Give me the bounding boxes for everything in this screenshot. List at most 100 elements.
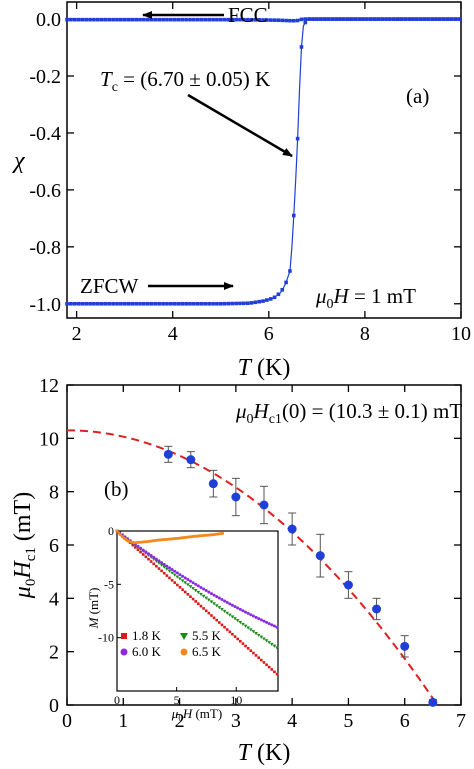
inset-data-point xyxy=(151,557,156,561)
panel-a-data-point xyxy=(134,301,138,306)
panel-a-data-point xyxy=(357,17,361,21)
panel-a-data-point xyxy=(453,17,458,21)
inset-data-point xyxy=(204,589,208,593)
hc1-annotation: μ0Hc1(0) = (10.3 ± 0.1) mT xyxy=(235,399,462,427)
inset-data-point xyxy=(202,607,205,610)
panel-a-data-point xyxy=(72,301,77,306)
data-point xyxy=(343,580,353,590)
panel-a-data-point xyxy=(111,301,115,306)
inset-data-point xyxy=(220,623,224,627)
panel-a-data-point xyxy=(126,301,131,306)
inset-data-point xyxy=(172,573,177,577)
tc-annotation: Tc = (6.70 ± 0.05) K xyxy=(100,67,270,95)
inset-data-point xyxy=(152,555,156,559)
panel-a-data-point xyxy=(165,301,169,306)
inset-y-tick-label: -10 xyxy=(98,631,114,645)
inset-data-point xyxy=(134,546,137,549)
inset-data-point xyxy=(207,611,211,615)
inset-data-point xyxy=(170,568,174,572)
inset-data-point xyxy=(235,619,240,623)
panel-a-data-point xyxy=(218,17,223,22)
field-annotation: μ0H = 1 mT xyxy=(315,284,416,312)
inset-data-point xyxy=(196,590,201,595)
inset-data-point xyxy=(117,531,121,535)
inset-data-point xyxy=(225,628,229,631)
inset-data-point xyxy=(165,574,169,577)
inset-data-point xyxy=(141,553,145,556)
panel-a-data-point xyxy=(226,301,231,306)
inset-x-axis-title: μ0H (mT) xyxy=(171,706,222,723)
panel-a-series-line xyxy=(67,18,461,305)
inset-data-point xyxy=(254,615,258,619)
inset-data-point xyxy=(199,592,203,597)
panel-a-data-point xyxy=(380,17,384,21)
panel-a-data-point xyxy=(272,295,277,300)
panel-a-data-point xyxy=(215,301,219,306)
inset-data-point xyxy=(199,604,203,608)
inset-frame xyxy=(116,530,279,692)
panel-a-x-tick-label: 6 xyxy=(264,323,274,345)
panel-a-data-point xyxy=(322,17,327,21)
inset-data-point xyxy=(228,613,232,617)
inset-data-point xyxy=(238,620,243,625)
panel-a-data-point xyxy=(361,17,365,21)
inset-data-point xyxy=(275,646,279,650)
panel-a-data-point xyxy=(257,18,261,22)
panel-a-data-point xyxy=(303,20,308,25)
panel-a-data-point xyxy=(153,17,158,22)
panel-a-data-point xyxy=(272,18,277,22)
panel-a-data-point xyxy=(257,299,261,304)
inset-data-point xyxy=(152,562,156,566)
inset-legend: 1.8 K 5.5 K 6.0 K 6.5 K xyxy=(120,628,222,659)
panel-a-data-point xyxy=(184,301,188,306)
panel-a-data-point xyxy=(149,301,154,306)
panel-a-data-point xyxy=(345,17,350,21)
fcc-label: FCC xyxy=(228,3,268,27)
inset-data-point xyxy=(228,602,232,606)
inset-data-point xyxy=(267,641,271,645)
inset-data-point xyxy=(162,565,167,569)
panel-b-y-tick-label: 10 xyxy=(39,428,59,450)
panel-a-data-point xyxy=(122,301,127,306)
inset-data-point xyxy=(230,615,235,619)
panel-a-data-point xyxy=(238,301,242,306)
panel-a-data-point xyxy=(341,17,346,21)
inset-data-point xyxy=(202,587,206,591)
inset-data-point xyxy=(136,548,140,552)
panel-a-data-point xyxy=(65,17,69,22)
inset-data-point xyxy=(254,632,258,636)
panel-a-data-point xyxy=(180,17,185,22)
inset-data-point xyxy=(201,594,206,598)
inset-data-point xyxy=(252,651,255,655)
legend-label: 5.5 K xyxy=(192,628,222,643)
panel-a-data-point xyxy=(330,17,335,21)
panel-b-y-tick-label: 0 xyxy=(49,695,59,717)
panel-a-data-point xyxy=(80,17,85,22)
panel-a-data-point xyxy=(315,17,319,21)
inset-data-point xyxy=(197,602,200,606)
inset-data-point xyxy=(186,593,190,596)
panel-b-x-tick-label: 6 xyxy=(400,710,410,732)
panel-a-x-tick-label: 4 xyxy=(168,323,178,345)
panel-a-data-point xyxy=(295,18,300,23)
data-point xyxy=(163,449,173,459)
inset-data-point xyxy=(204,609,208,613)
inset-x-tick-label: 10 xyxy=(230,693,242,707)
panel-a-data-point xyxy=(145,17,150,22)
panel-a-data-point xyxy=(107,17,112,22)
panel-a-data-point xyxy=(103,17,108,22)
legend-marker xyxy=(120,648,128,656)
panel-a-data-point xyxy=(311,17,315,21)
inset-x-tick-label: 5 xyxy=(174,693,180,707)
inset-data-point xyxy=(218,621,221,624)
panel-a-data-point xyxy=(245,301,250,306)
inset-data-point xyxy=(214,604,219,608)
inset-data-point xyxy=(188,579,192,583)
panel-a-data-point xyxy=(303,17,308,21)
inset-data-point xyxy=(241,642,245,645)
panel-a-data-point xyxy=(414,17,419,21)
inset-data-point xyxy=(189,595,192,599)
inset-data-point xyxy=(162,562,166,566)
panel-a-data-point xyxy=(130,301,135,306)
